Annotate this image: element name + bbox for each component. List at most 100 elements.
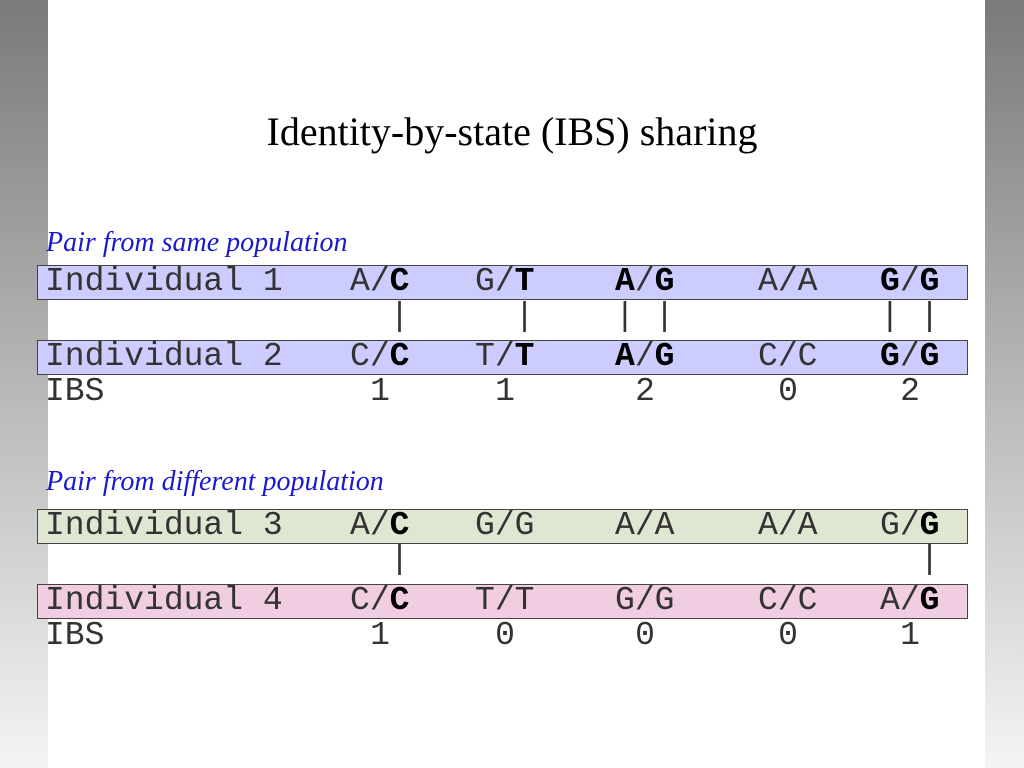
- ibs-link: |: [475, 298, 535, 335]
- allele: C: [797, 582, 818, 619]
- allele: G: [880, 338, 900, 375]
- ibs-value: 0: [778, 617, 798, 654]
- ibs-label: IBS: [45, 617, 105, 654]
- allele: /: [369, 338, 390, 375]
- ibs-value: 1: [900, 617, 920, 654]
- allele: /: [899, 507, 920, 544]
- allele: /: [369, 507, 390, 544]
- slide-title: Identity-by-state (IBS) sharing: [266, 109, 758, 154]
- allele: /: [494, 263, 515, 300]
- allele: C: [389, 338, 410, 375]
- allele: C: [350, 582, 370, 619]
- allele: G: [654, 338, 675, 375]
- genotype: A/G: [880, 584, 939, 618]
- allele: T: [475, 338, 495, 375]
- allele: /: [494, 338, 515, 375]
- allele: G: [475, 263, 495, 300]
- allele: /: [777, 338, 798, 375]
- genotype: G/G: [880, 265, 939, 299]
- genotype: C/C: [758, 340, 817, 374]
- allele: G: [615, 582, 635, 619]
- ibs-value: 1: [495, 373, 515, 410]
- allele: A: [350, 263, 370, 300]
- allele: A: [797, 507, 818, 544]
- section-heading: Pair from same population: [46, 227, 348, 258]
- row-box: [37, 265, 968, 300]
- genotype: T/T: [475, 340, 534, 374]
- genotype: T/T: [475, 584, 534, 618]
- row-box: [37, 509, 968, 544]
- allele: /: [777, 263, 798, 300]
- genotype: G/G: [880, 509, 939, 543]
- genotype: G/G: [475, 509, 534, 543]
- ibs-link: |: [350, 298, 410, 335]
- allele: /: [634, 338, 655, 375]
- allele: /: [634, 263, 655, 300]
- allele: A: [880, 582, 900, 619]
- ibs-link: |: [350, 541, 410, 578]
- ibs-value: 0: [495, 617, 515, 654]
- ibs-link: | |: [615, 298, 675, 335]
- allele: /: [899, 338, 920, 375]
- genotype: A/C: [350, 265, 409, 299]
- row-box: [37, 584, 968, 619]
- allele: C: [350, 338, 370, 375]
- allele: A: [350, 507, 370, 544]
- genotype: C/C: [350, 584, 409, 618]
- ibs-value: 0: [778, 373, 798, 410]
- allele: C: [758, 582, 778, 619]
- genotype: C/C: [758, 584, 817, 618]
- allele: C: [389, 263, 410, 300]
- genotype: C/C: [350, 340, 409, 374]
- allele: G: [919, 338, 940, 375]
- allele: G: [919, 582, 940, 619]
- allele: C: [389, 582, 410, 619]
- allele: /: [494, 507, 515, 544]
- ibs-value: 0: [635, 617, 655, 654]
- allele: G: [880, 507, 900, 544]
- genotype: A/G: [615, 265, 674, 299]
- allele: A: [797, 263, 818, 300]
- allele: G: [880, 263, 900, 300]
- allele: T: [514, 338, 535, 375]
- slide: [48, 0, 985, 768]
- ibs-value: 2: [635, 373, 655, 410]
- genotype: G/G: [615, 584, 674, 618]
- allele: G: [514, 507, 535, 544]
- allele: T: [475, 582, 495, 619]
- individual-label: Individual 4: [45, 582, 283, 619]
- allele: G: [654, 582, 675, 619]
- allele: /: [777, 582, 798, 619]
- allele: G: [654, 263, 675, 300]
- genotype: A/A: [758, 509, 817, 543]
- ibs-label: IBS: [45, 373, 105, 410]
- individual-label: Individual 2: [45, 338, 283, 375]
- ibs-link: | |: [880, 298, 940, 335]
- section-heading: Pair from different population: [46, 466, 384, 497]
- allele: /: [494, 582, 515, 619]
- allele: /: [777, 507, 798, 544]
- allele: C: [758, 338, 778, 375]
- allele: C: [797, 338, 818, 375]
- allele: A: [758, 263, 778, 300]
- allele: A: [654, 507, 675, 544]
- genotype: G/T: [475, 265, 534, 299]
- ibs-link: |: [880, 541, 940, 578]
- individual-label: Individual 3: [45, 507, 283, 544]
- allele: A: [615, 507, 635, 544]
- allele: A: [615, 338, 635, 375]
- allele: /: [899, 582, 920, 619]
- genotype: G/G: [880, 340, 939, 374]
- individual-label: Individual 1: [45, 263, 283, 300]
- allele: A: [615, 263, 635, 300]
- allele: G: [919, 263, 940, 300]
- allele: /: [634, 582, 655, 619]
- genotype: A/C: [350, 509, 409, 543]
- allele: G: [919, 507, 940, 544]
- genotype: A/G: [615, 340, 674, 374]
- genotype: A/A: [758, 265, 817, 299]
- allele: /: [369, 263, 390, 300]
- row-box: [37, 340, 968, 375]
- allele: /: [634, 507, 655, 544]
